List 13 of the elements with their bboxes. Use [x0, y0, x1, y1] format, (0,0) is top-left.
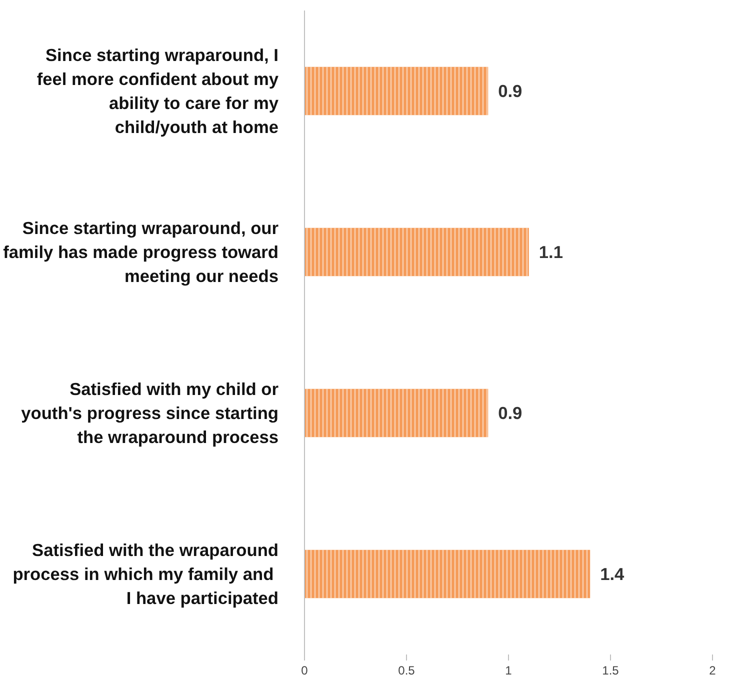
x-tick-label: 0 — [301, 664, 308, 678]
data-label: 0.9 — [498, 81, 522, 101]
x-tick-label: 1 — [505, 664, 512, 678]
x-tick-label: 0.5 — [398, 664, 416, 678]
y-tick-label: Satisfied with the wraparound process in which my family and I have participated — [12, 540, 279, 608]
data-label: 0.9 — [498, 403, 522, 423]
y-tick-label: Since starting wraparound, our family has made progress toward meeting our needs — [3, 218, 279, 286]
data-label: 1.1 — [538, 242, 564, 262]
data-label: 1.4 — [600, 564, 625, 584]
y-tick-label: Since starting wraparound, I feel more confident about my ability to care for my child/youth at home — [36, 45, 279, 137]
y-tick-label: Satisfied with my child or youth's progress since starting the wraparound process — [21, 379, 279, 447]
x-tick-label: 1.5 — [602, 664, 620, 678]
x-tick-label: 2 — [709, 664, 716, 678]
